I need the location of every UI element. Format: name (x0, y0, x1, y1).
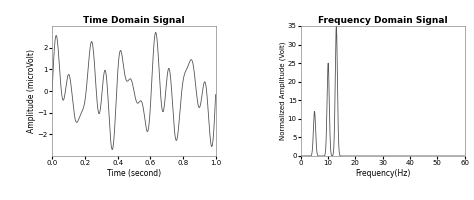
Title: Frequency Domain Signal: Frequency Domain Signal (318, 16, 447, 25)
Title: Time Domain Signal: Time Domain Signal (83, 16, 185, 25)
X-axis label: Time (second): Time (second) (107, 169, 161, 178)
Y-axis label: Amplitude (microVolt): Amplitude (microVolt) (27, 49, 36, 133)
Y-axis label: Normalized Amplitude (Volt): Normalized Amplitude (Volt) (280, 42, 286, 140)
X-axis label: Frequency(Hz): Frequency(Hz) (355, 169, 410, 178)
